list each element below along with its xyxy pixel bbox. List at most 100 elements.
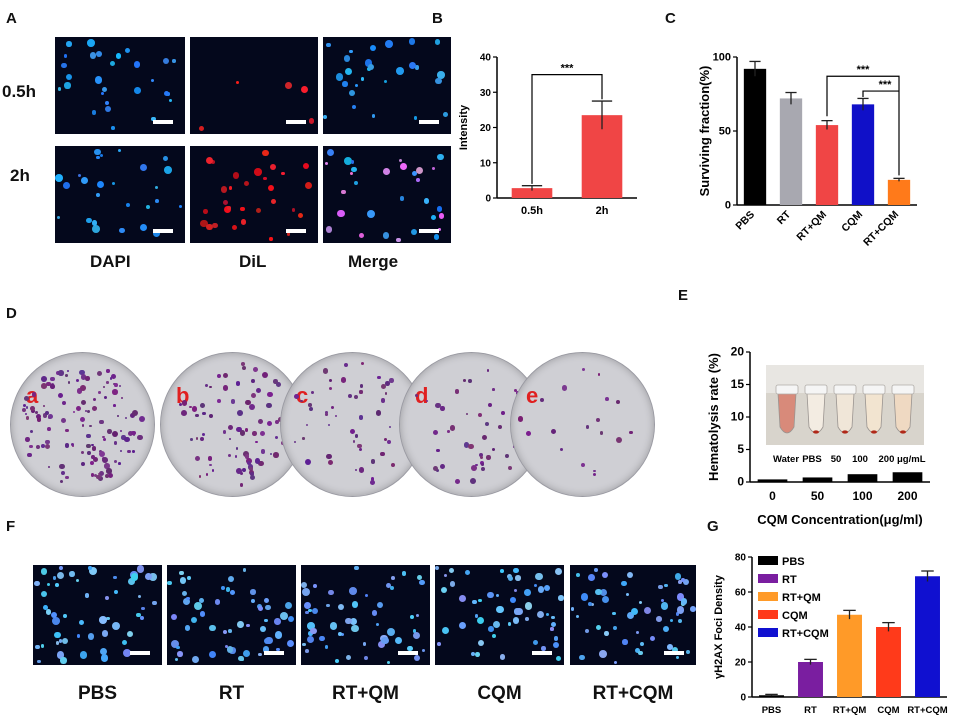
cell-nucleus xyxy=(435,566,440,571)
chart-c-bar xyxy=(815,125,839,205)
label-f-rt-qm: RT+QM xyxy=(331,683,400,704)
cell-nucleus xyxy=(421,648,426,653)
colony xyxy=(329,379,333,383)
cell-nucleus xyxy=(182,591,188,597)
panel-letter-e: E xyxy=(678,287,689,304)
cell-nucleus xyxy=(177,651,183,657)
cell-nucleus xyxy=(225,644,229,648)
colony xyxy=(257,418,264,424)
colony xyxy=(605,397,610,402)
chart-e-tube xyxy=(777,392,797,434)
colony xyxy=(139,416,145,423)
cell-nucleus xyxy=(58,639,63,643)
chart-e-tube-pellet xyxy=(871,430,877,434)
colony xyxy=(106,369,110,373)
colony xyxy=(599,430,604,435)
cell-nucleus xyxy=(367,210,375,219)
cell-nucleus xyxy=(325,226,333,233)
cell-nucleus xyxy=(310,627,317,635)
chart-e-bar xyxy=(892,472,923,482)
colony xyxy=(370,477,375,481)
colony xyxy=(29,430,34,434)
colony xyxy=(615,400,620,405)
colony xyxy=(358,447,362,451)
cell-nucleus xyxy=(244,180,250,186)
cell-nucleus xyxy=(552,641,560,648)
cell-nucleus xyxy=(677,619,682,624)
colony xyxy=(104,463,110,469)
cell-nucleus xyxy=(180,577,187,584)
cell-nucleus xyxy=(431,214,437,220)
colony xyxy=(252,431,257,437)
cell-nucleus xyxy=(329,622,338,630)
cell-nucleus xyxy=(308,608,312,613)
cell-nucleus xyxy=(474,614,478,618)
cell-nucleus xyxy=(154,186,158,190)
colony xyxy=(325,413,328,416)
cell-nucleus xyxy=(301,582,308,589)
cell-nucleus xyxy=(495,593,500,598)
cell-nucleus xyxy=(433,234,440,240)
colony xyxy=(267,391,273,397)
cell-nucleus xyxy=(512,617,520,624)
cell-nucleus xyxy=(354,565,359,570)
cell-nucleus xyxy=(131,573,139,581)
scale-bar xyxy=(398,651,418,655)
cell-nucleus xyxy=(585,628,590,634)
colony xyxy=(481,463,484,467)
chart-e-category-label: 50 xyxy=(811,489,825,503)
cell-nucleus xyxy=(104,106,111,113)
colony xyxy=(484,422,489,427)
cell-nucleus xyxy=(328,589,334,596)
colony xyxy=(230,399,236,404)
colony xyxy=(310,390,314,394)
cell-nucleus xyxy=(231,224,238,231)
cell-nucleus xyxy=(79,651,88,659)
cell-nucleus xyxy=(345,618,352,625)
colony xyxy=(27,452,33,458)
colony xyxy=(196,437,199,440)
cell-nucleus xyxy=(346,655,352,660)
colony xyxy=(31,392,37,397)
cell-nucleus xyxy=(179,204,183,208)
cell-nucleus xyxy=(487,591,494,599)
colony xyxy=(269,452,272,455)
colony xyxy=(47,427,52,432)
chart-b-bar xyxy=(511,188,553,198)
chart-e-category-label: 200 xyxy=(897,489,917,503)
chart-g-legend-label: RT+QM xyxy=(782,592,821,604)
dish-e: e xyxy=(510,352,655,497)
cell-nucleus xyxy=(351,104,357,110)
colony xyxy=(500,411,505,415)
cell-nucleus xyxy=(206,156,214,164)
cell-nucleus xyxy=(690,606,696,612)
colony xyxy=(433,466,439,471)
cell-nucleus xyxy=(162,155,169,162)
cell-nucleus xyxy=(386,628,395,637)
colony xyxy=(585,425,590,429)
colony xyxy=(23,395,30,402)
cell-nucleus xyxy=(61,62,67,69)
chart-b-ytick-label: 40 xyxy=(480,53,492,64)
colony xyxy=(94,473,98,477)
cell-nucleus xyxy=(127,631,134,638)
cell-nucleus xyxy=(344,157,353,165)
cell-nucleus xyxy=(515,607,524,616)
cell-nucleus xyxy=(269,163,276,170)
colony xyxy=(239,430,246,436)
cell-nucleus xyxy=(625,592,629,596)
cell-nucleus xyxy=(588,602,592,606)
colony xyxy=(64,443,70,448)
cell-nucleus xyxy=(507,622,512,627)
colony xyxy=(25,416,29,420)
cell-nucleus xyxy=(275,647,280,652)
chart-e-tube-pellet xyxy=(813,430,819,434)
colony xyxy=(491,447,496,452)
cell-nucleus xyxy=(369,44,376,51)
chart-g-ytick-label: 80 xyxy=(735,553,747,564)
chart-c-bracket-outer xyxy=(826,75,900,176)
cell-nucleus xyxy=(515,575,521,581)
colony xyxy=(36,445,40,450)
cell-nucleus xyxy=(40,644,45,648)
cell-nucleus xyxy=(409,614,415,620)
